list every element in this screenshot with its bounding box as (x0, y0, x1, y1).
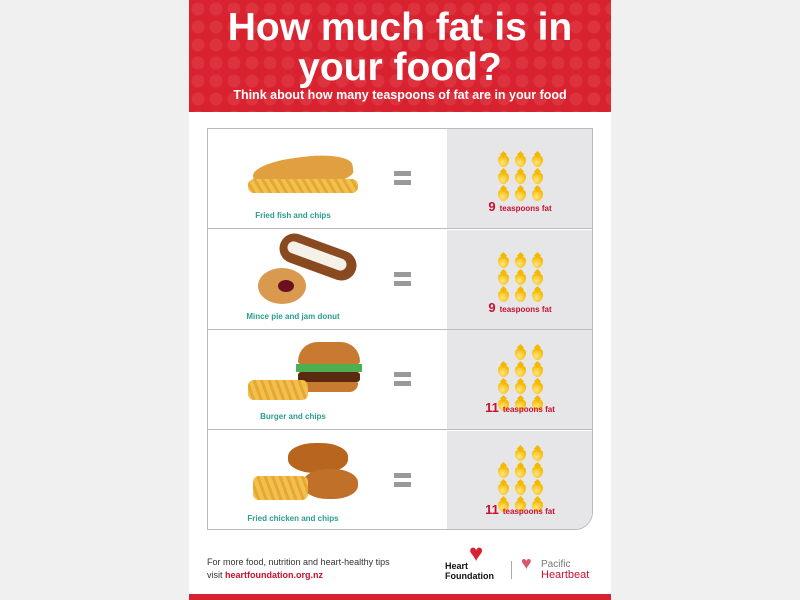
fat-drop-icon (532, 255, 543, 268)
teaspoon-unit: teaspoons fat (502, 506, 555, 516)
fat-drop-icon (498, 482, 509, 495)
fat-drop-icon (532, 448, 543, 461)
equals-icon (394, 472, 411, 487)
bottom-bar (189, 594, 611, 600)
fat-drop-icon (515, 382, 526, 394)
food-label: Fried chicken and chips (247, 513, 339, 523)
fat-drop-icon (515, 448, 526, 461)
fat-drop-icon (498, 272, 509, 285)
page-title: How much fat is in your food? (227, 6, 573, 89)
fat-drop-icon (532, 365, 543, 377)
fat-amount: 11 teaspoons fat (447, 501, 592, 517)
fat-drop-icon (515, 255, 526, 268)
food-label: Fried fish and chips (255, 211, 331, 220)
fat-drops (498, 348, 558, 411)
fat-drops (498, 147, 558, 209)
fat-drop-icon (515, 365, 526, 377)
fat-drop-icon (498, 499, 509, 512)
fat-drop-icon (498, 365, 509, 377)
fat-drop-icon (532, 482, 543, 495)
fat-drop-icon (532, 189, 543, 201)
equals-icon (394, 271, 411, 286)
food-row: Fried fish and chips 9 teaspoons fat (208, 129, 592, 229)
fat-drop-icon (498, 155, 509, 167)
footer-text: For more food, nutrition and heart-healt… (207, 556, 390, 582)
teaspoon-count: 9 (488, 199, 496, 214)
fat-drop-icon (498, 399, 509, 411)
fat-amount: 11 teaspoons fat (447, 400, 592, 415)
heart-icon: ♥ (521, 553, 532, 573)
fat-drop-icon (532, 499, 543, 512)
fat-drop-icon (532, 289, 543, 302)
teaspoon-count: 11 (485, 400, 499, 415)
food-label: Mince pie and jam donut (246, 311, 340, 321)
fat-drop-icon (515, 272, 526, 285)
fat-drop-icon (515, 348, 526, 360)
teaspoon-unit: teaspoons fat (502, 405, 555, 414)
teaspoon-count: 11 (485, 501, 499, 517)
comparison-table: Fried fish and chips 9 teaspoons fat Minc… (207, 128, 593, 530)
fat-drop-icon (532, 172, 543, 184)
fat-drop-icon (498, 289, 509, 302)
fat-drop-icon (515, 289, 526, 302)
fat-drop-icon (515, 482, 526, 495)
fat-drop-icon (532, 399, 543, 411)
fat-drop-icon (532, 348, 543, 360)
food-row: Mince pie and jam donut 9 teaspoons fat (208, 228, 592, 330)
food-image (208, 129, 447, 228)
fat-drop-icon (532, 465, 543, 478)
heart-foundation-logo: ♥ Heart Foundation (445, 540, 505, 583)
food-row: Burger and chips 11 teaspoons fat (208, 330, 592, 430)
logo-divider (511, 561, 512, 579)
fat-drop-icon (515, 465, 526, 478)
fat-drop-icon (515, 172, 526, 184)
fat-drop-icon (515, 499, 526, 512)
food-row: Fried chicken and chips 11 teaspoons fat (208, 430, 592, 530)
fat-drop-icon (515, 399, 526, 411)
equals-icon (394, 372, 411, 386)
teaspoon-count: 9 (488, 299, 496, 315)
fat-drop-icon (532, 155, 543, 167)
teaspoon-unit: teaspoons fat (499, 304, 552, 314)
teaspoon-unit: teaspoons fat (499, 204, 552, 213)
food-image (208, 431, 447, 530)
footer-link[interactable]: heartfoundation.org.nz (225, 570, 324, 580)
food-label: Burger and chips (260, 412, 326, 421)
equals-icon (394, 171, 411, 185)
heart-torch-icon: ♥ (469, 540, 484, 567)
fat-drop-icon (532, 382, 543, 394)
food-image (208, 330, 447, 429)
fat-amount: 9 teaspoons fat (447, 299, 592, 315)
logo-text: Heartbeat (541, 569, 590, 581)
fat-drop-icon (532, 272, 543, 285)
fat-drop-icon (498, 255, 509, 268)
poster: How much fat is in your food? Think abou… (189, 0, 611, 600)
logo-text: Foundation (445, 571, 494, 581)
fat-drops (498, 448, 558, 512)
fat-drop-icon (515, 155, 526, 167)
footer-tip: For more food, nutrition and heart-healt… (207, 557, 390, 567)
logo-text: Heart (445, 561, 469, 571)
fat-drop-icon (515, 189, 526, 201)
fat-drop-icon (498, 382, 509, 394)
fat-drops (498, 248, 558, 310)
logo-text: Pacific (541, 559, 571, 570)
page-subtitle: Think about how many teaspoons of fat ar… (233, 88, 567, 102)
fat-drop-icon (498, 465, 509, 478)
fat-drop-icon (498, 189, 509, 201)
fat-amount: 9 teaspoons fat (447, 199, 592, 214)
header-banner: How much fat is in your food? Think abou… (189, 0, 611, 112)
food-image (208, 228, 447, 329)
fat-drop-icon (498, 172, 509, 184)
footer-visit: visit (207, 570, 223, 580)
